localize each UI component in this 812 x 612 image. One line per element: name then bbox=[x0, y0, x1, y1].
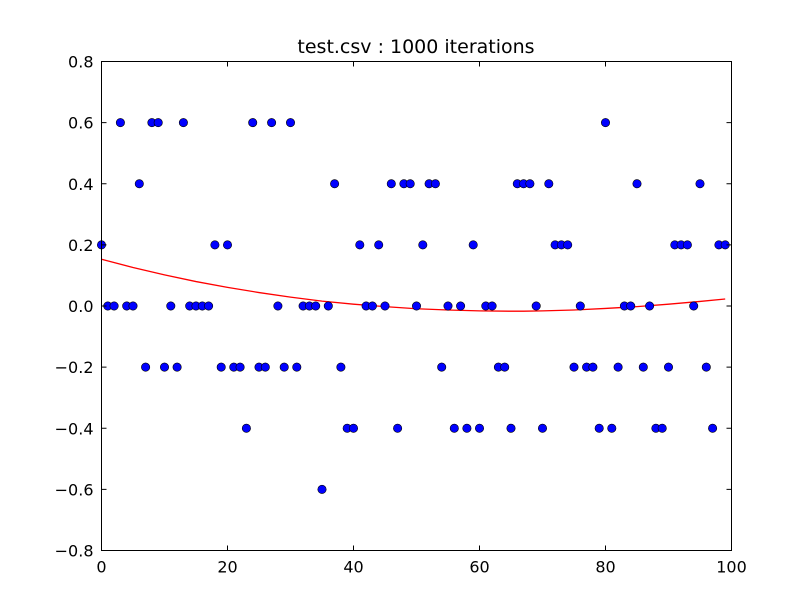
y-tick-label: 0.4 bbox=[68, 175, 93, 194]
y-tick-label: −0.2 bbox=[55, 358, 94, 377]
data-point bbox=[166, 301, 176, 311]
data-point bbox=[506, 423, 516, 433]
data-point bbox=[537, 423, 547, 433]
data-point bbox=[626, 301, 636, 311]
data-point bbox=[600, 118, 610, 128]
data-point bbox=[393, 423, 403, 433]
data-point bbox=[374, 240, 384, 250]
data-point bbox=[418, 240, 428, 250]
data-point bbox=[210, 240, 220, 250]
marks-layer bbox=[97, 118, 730, 494]
data-point bbox=[468, 240, 478, 250]
x-tick-label: 60 bbox=[469, 558, 489, 577]
data-point bbox=[443, 301, 453, 311]
x-tick-label: 100 bbox=[716, 558, 747, 577]
data-point bbox=[355, 240, 365, 250]
data-point bbox=[701, 362, 711, 372]
data-point bbox=[638, 362, 648, 372]
data-point bbox=[682, 240, 692, 250]
data-point bbox=[336, 362, 346, 372]
data-point bbox=[172, 362, 182, 372]
data-point bbox=[474, 423, 484, 433]
data-point bbox=[544, 179, 554, 189]
data-point bbox=[273, 301, 283, 311]
data-point bbox=[141, 362, 151, 372]
x-tick-label: 80 bbox=[595, 558, 615, 577]
y-tick-label: 0.8 bbox=[68, 53, 93, 72]
data-point bbox=[128, 301, 138, 311]
data-point bbox=[386, 179, 396, 189]
data-point bbox=[645, 301, 655, 311]
y-tick-label: 0.0 bbox=[68, 297, 93, 316]
data-point bbox=[563, 240, 573, 250]
data-point bbox=[569, 362, 579, 372]
data-point bbox=[588, 362, 598, 372]
data-point bbox=[525, 179, 535, 189]
x-tick-label: 40 bbox=[343, 558, 363, 577]
data-point bbox=[311, 301, 321, 311]
data-point bbox=[160, 362, 170, 372]
data-point bbox=[437, 362, 447, 372]
axes-layer: 0 20 40 60 80 100 −0.8 −0.6 −0.4 −0.2 0.0 0.2 0.4 0.6… bbox=[55, 53, 747, 577]
data-point bbox=[330, 179, 340, 189]
data-point bbox=[267, 118, 277, 128]
x-tick-label: 20 bbox=[217, 558, 237, 577]
data-point bbox=[689, 301, 699, 311]
data-point bbox=[695, 179, 705, 189]
data-point bbox=[153, 118, 163, 128]
data-point bbox=[607, 423, 617, 433]
data-point bbox=[235, 362, 245, 372]
data-point bbox=[411, 301, 421, 311]
data-point bbox=[575, 301, 585, 311]
data-point bbox=[367, 301, 377, 311]
data-point bbox=[260, 362, 270, 372]
data-point bbox=[708, 423, 718, 433]
data-point bbox=[317, 484, 327, 494]
chart-title: test.csv : 1000 iterations bbox=[297, 36, 534, 58]
data-point bbox=[380, 301, 390, 311]
data-point bbox=[500, 362, 510, 372]
y-tick-label: −0.8 bbox=[55, 542, 94, 561]
data-point bbox=[241, 423, 251, 433]
data-point bbox=[657, 423, 667, 433]
y-tick-label: −0.4 bbox=[55, 419, 94, 438]
data-point bbox=[456, 301, 466, 311]
data-point bbox=[594, 423, 604, 433]
data-point bbox=[109, 301, 119, 311]
data-point bbox=[134, 179, 144, 189]
data-point bbox=[531, 301, 541, 311]
data-point bbox=[292, 362, 302, 372]
y-tick-label: −0.6 bbox=[55, 480, 94, 499]
data-point bbox=[223, 240, 233, 250]
data-point bbox=[115, 118, 125, 128]
data-point bbox=[248, 118, 258, 128]
data-point bbox=[449, 423, 459, 433]
data-point bbox=[323, 301, 333, 311]
data-point bbox=[613, 362, 623, 372]
data-point bbox=[178, 118, 188, 128]
data-point bbox=[632, 179, 642, 189]
data-point bbox=[285, 118, 295, 128]
y-tick-label: 0.2 bbox=[68, 236, 93, 255]
data-point bbox=[430, 179, 440, 189]
data-point bbox=[279, 362, 289, 372]
data-point bbox=[348, 423, 358, 433]
x-tick-label: 0 bbox=[96, 558, 106, 577]
data-point bbox=[462, 423, 472, 433]
data-point bbox=[663, 362, 673, 372]
data-point bbox=[204, 301, 214, 311]
data-point bbox=[487, 301, 497, 311]
data-point bbox=[216, 362, 226, 372]
y-tick-label: 0.6 bbox=[68, 114, 93, 133]
data-point bbox=[405, 179, 415, 189]
